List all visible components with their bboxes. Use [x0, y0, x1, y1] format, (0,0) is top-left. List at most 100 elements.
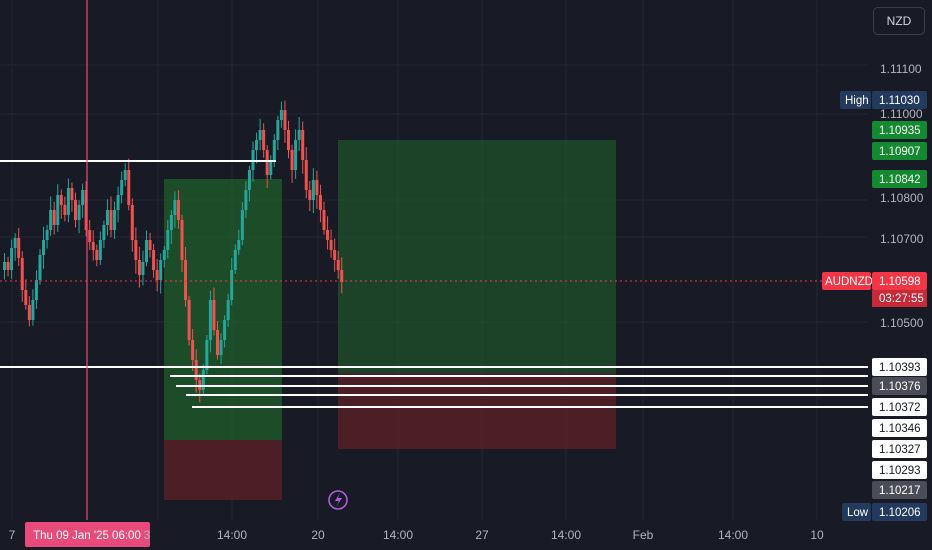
candle-body	[123, 170, 127, 180]
candle-body	[322, 210, 326, 230]
candle-body	[31, 300, 35, 320]
candle-body	[152, 250, 156, 270]
candle-body	[137, 260, 141, 275]
candle-body	[194, 360, 198, 380]
candle-body	[326, 230, 330, 240]
candle-body	[84, 190, 88, 230]
candle-body	[20, 258, 24, 290]
candle-body	[141, 262, 145, 275]
low-price-badge-box	[872, 503, 927, 521]
price-badge-box	[872, 142, 927, 160]
candle-body	[308, 190, 312, 200]
candle-body	[45, 230, 49, 240]
candle-body	[191, 340, 195, 360]
candle-body	[95, 250, 99, 260]
candle-body	[77, 205, 81, 220]
candle-body	[184, 260, 188, 300]
price-badge-box	[872, 377, 927, 395]
candle-body	[336, 260, 340, 270]
candle-body	[66, 188, 70, 215]
candle-body	[240, 210, 244, 240]
high-tag	[840, 91, 871, 109]
high-price-badge-box	[872, 91, 927, 109]
price-tick-label: 1.10800	[880, 191, 924, 205]
price-badge: 1.10935	[879, 125, 921, 137]
candle-body	[52, 210, 56, 225]
countdown-box	[872, 290, 927, 307]
candles	[3, 100, 344, 403]
low-tag	[842, 503, 871, 521]
candle-body	[223, 320, 227, 340]
time-tick-label: 7	[9, 528, 16, 542]
candle-body	[105, 210, 109, 225]
high-price-badge: 1.11030	[879, 95, 920, 107]
long-position-stop-zone	[164, 440, 282, 500]
candle-body	[318, 195, 322, 210]
time-tick-label: 14:00	[217, 528, 247, 542]
candle-body	[247, 170, 251, 190]
horizontal-levels[interactable]	[0, 160, 868, 408]
price-badge-box	[872, 481, 927, 499]
candle-body	[34, 280, 38, 300]
price-badge: 1.10372	[879, 402, 921, 414]
candle-body	[24, 290, 28, 305]
candle-body	[70, 188, 74, 200]
time-tick-label: Feb	[633, 528, 654, 542]
candle-body	[38, 255, 42, 280]
candle-body	[145, 240, 148, 262]
low-tag-label: Low	[847, 507, 869, 519]
candle-body	[148, 240, 152, 250]
symbol-tag-label: AUDNZD	[825, 276, 873, 288]
candle-body	[216, 330, 219, 355]
low-price-badge: 1.10206	[879, 507, 921, 519]
candle-body	[91, 242, 95, 250]
candle-body	[230, 270, 234, 300]
high-tag-label: High	[845, 95, 869, 107]
position-zones	[164, 140, 616, 500]
price-badges: High 1.11030 1.10935 1.10907 1.10842 1.10393 1…	[822, 91, 927, 521]
candle-body	[102, 225, 106, 240]
price-badge: 1.10393	[879, 362, 921, 374]
candle-body	[27, 305, 31, 320]
candle-body	[333, 250, 337, 260]
price-tick-label: 1.11000	[880, 107, 923, 121]
price-tick-label: 1.10700	[880, 232, 924, 246]
price-badge: 1.10346	[879, 423, 921, 435]
symbol-tag	[822, 272, 871, 290]
candle-body	[208, 300, 212, 340]
price-axis[interactable]: 1.11100 1.11000 1.10800 1.10700 1.10500	[880, 62, 924, 330]
time-axis[interactable]: 7 14:00 20 14:00 27 14:00 Feb 14:00 10 Thu 09 Jan…	[0, 520, 868, 550]
candle-body	[244, 190, 248, 210]
price-badge: 1.10327	[879, 444, 921, 456]
long-position-stop-zone	[338, 373, 616, 449]
candle-body	[17, 238, 21, 258]
crosshair-date-label: Thu 09 Jan '25 06:00	[33, 530, 141, 542]
candle-body	[13, 238, 17, 248]
time-tick-label: 14:00	[383, 528, 413, 542]
candle-body	[279, 110, 283, 120]
candle-body	[340, 270, 344, 282]
time-tick-label: 27	[475, 528, 489, 542]
candle-body	[297, 130, 301, 140]
candle-body	[56, 195, 60, 225]
candle-body	[130, 205, 134, 240]
candle-body	[166, 230, 170, 250]
candle-body	[63, 205, 67, 215]
time-tick-label: 10	[810, 528, 824, 542]
time-tick-label: 3	[144, 528, 151, 542]
candle-body	[127, 170, 131, 205]
candle-body	[201, 370, 205, 390]
candle-body	[329, 240, 333, 250]
price-badge-box	[872, 398, 927, 416]
candle-body	[212, 300, 216, 330]
candle-body	[120, 180, 124, 195]
candle-body	[155, 270, 159, 280]
candle-body	[226, 300, 230, 320]
price-badge: 1.10842	[879, 174, 921, 186]
candle-body	[88, 230, 92, 242]
candle-body	[283, 110, 287, 130]
lightning-icon[interactable]	[328, 490, 348, 510]
currency-button[interactable]: NZD	[873, 7, 925, 35]
candle-body	[301, 130, 305, 160]
